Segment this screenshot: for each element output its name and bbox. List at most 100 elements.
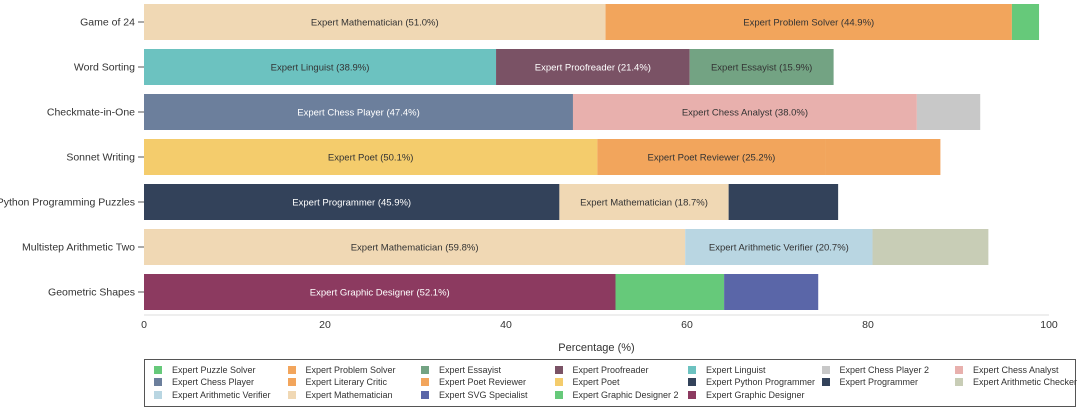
legend-swatch [421,390,429,399]
legend-swatch [287,378,296,387]
bar-segment [689,49,834,85]
legend-label: Expert Problem Solver [305,365,396,375]
legend-item: Expert Arithmetic Verifier [154,389,271,401]
legend-label: Expert Poet Reviewer [439,377,527,388]
data-label: Expert Mathematician (59.8%) [351,243,479,254]
stacked-bar-chart: Game of 24 Expert Mathematician (51.0%) Ex… [0,4,1058,354]
bar-segment [825,139,941,175]
data-label: Expert Chess Analyst (38.0%) [682,108,808,119]
legend-swatch [154,366,162,374]
legend-item: Expert Literary Critic [287,376,388,388]
x-tick-label: 60 [681,319,693,331]
legend-item: Expert Chess Player [154,376,254,388]
legend-swatch [955,378,963,387]
legend-label: Expert Chess Player 2 [839,365,930,375]
data-label: Expert Linguist (38.9%) [271,63,370,74]
category-label: Game of 24 [80,17,135,29]
legend-swatch [154,390,162,399]
legend-swatch [154,378,162,387]
legend-item: Expert SVG Specialist [421,389,528,401]
bar-segment [597,139,826,175]
bar-segment [144,229,686,265]
legend-item: Expert Graphic Designer 2 [554,389,679,401]
legend-label: Expert Programmer [839,377,919,388]
bar-segment [496,49,690,85]
legend-item: Expert Poet Reviewer [421,376,526,388]
legend-item: Expert Chess Player 2 [821,364,930,376]
bar-segment [872,229,989,265]
category-label: Python Programming Puzzles [0,197,135,209]
legend-label: Expert Mathematician [305,389,393,400]
legend-item: Expert Programmer [821,376,919,388]
bar-segment [615,274,725,310]
bar-segment [728,184,839,220]
legend-label: Expert Arithmetic Checker [973,377,1078,388]
bar-segment [144,184,560,220]
legend-label: Expert Puzzle Solver [172,365,256,375]
legend-label: Expert Poet [572,377,620,388]
bar-segment [144,139,598,175]
bar-segment [724,274,819,310]
legend-swatch [821,378,830,387]
data-label: Expert Arithmetic Verifier (20.7%) [709,243,849,254]
legend-item: Expert Puzzle Solver [154,364,256,376]
legend-label: Expert Literary Critic [305,377,388,388]
bar-segment [144,274,616,310]
x-tick-label: 100 [1040,319,1058,331]
bar-segment [572,94,917,130]
legend-item: Expert Graphic Designer [688,389,805,401]
legend-swatch [421,366,429,374]
bar-segment [1011,4,1040,40]
bar-segment [605,4,1012,40]
x-tick-label: 0 [141,319,147,331]
bar-segment [916,94,981,130]
legend-item: Expert Linguist [688,364,766,376]
legend-swatch [554,378,563,387]
x-tick-label: 80 [862,319,874,331]
legend-label: Expert Arithmetic Verifier [172,389,271,400]
legend-item: Expert Poet [554,376,620,388]
legend-swatch [955,366,963,374]
legend-item: Expert Essayist [421,364,501,376]
data-label: Expert Proofreader (21.4%) [535,63,651,74]
legend-swatch [287,390,296,399]
legend-label: Expert Chess Player [172,377,255,388]
bar-segment [144,49,497,85]
legend-swatch [688,390,696,399]
legend-item: Expert Python Programmer [688,376,815,388]
data-label: Expert Essayist (15.9%) [711,63,812,74]
legend-item: Expert Mathematician [287,389,393,401]
category-label: Geometric Shapes [48,287,135,299]
data-label: Expert Poet Reviewer (25.2%) [648,153,776,164]
legend-label: Expert Linguist [706,365,766,375]
data-label: Expert Chess Player (47.4%) [297,108,420,119]
legend-swatch [688,366,696,374]
legend-item: Expert Arithmetic Checker [955,376,1077,388]
category-label: Checkmate-in-One [47,107,135,119]
legend-swatch [554,390,563,399]
data-label: Expert Mathematician (51.0%) [311,18,439,29]
legend-item: Expert Chess Analyst [955,364,1059,376]
data-label: Expert Programmer (45.9%) [292,198,411,209]
data-label: Expert Poet (50.1%) [328,153,414,164]
legend-label: Expert Proofreader [572,365,649,375]
category-label: Word Sorting [74,62,135,74]
data-label: Expert Graphic Designer (52.1%) [310,288,450,299]
legend-swatch [421,378,429,387]
legend-item: Expert Proofreader [554,364,649,376]
data-label: Expert Problem Solver (44.9%) [743,18,874,29]
legend-swatch [821,366,830,374]
bar-segment [144,4,606,40]
x-tick-label: 20 [319,319,331,331]
legend-label: Expert Graphic Designer 2 [572,389,679,400]
bar-segment [559,184,729,220]
bar-segment [685,229,873,265]
legend-label: Expert Graphic Designer [706,389,805,400]
x-tick-label: 40 [500,319,512,331]
data-label: Expert Mathematician (18.7%) [580,198,708,209]
legend-item: Expert Problem Solver [287,364,396,376]
category-label: Sonnet Writing [66,152,135,164]
legend-label: Expert Essayist [439,365,502,375]
legend-swatch [688,378,696,387]
legend-label: Expert Python Programmer [706,377,816,388]
